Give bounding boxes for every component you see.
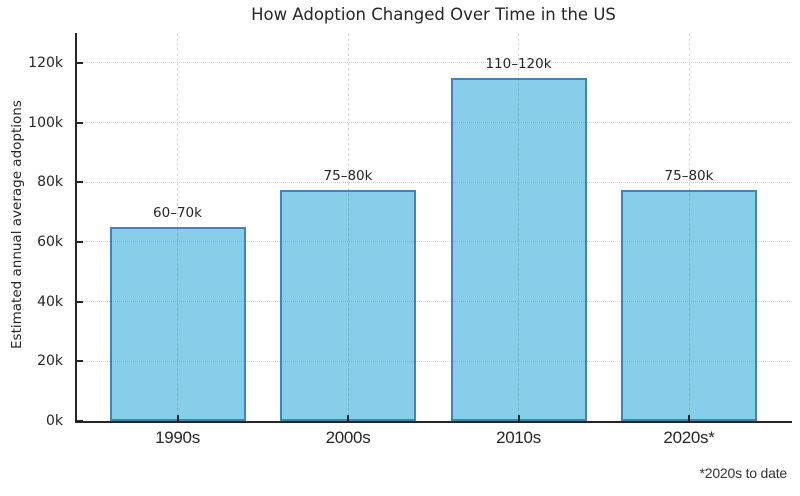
x-tick-label: 2010s <box>496 428 541 447</box>
chart-title: How Adoption Changed Over Time in the US <box>251 5 616 24</box>
y-tick-label: 0k <box>45 413 63 429</box>
y-tick-label: 40k <box>37 293 63 310</box>
x-tick-mark <box>176 415 179 421</box>
x-tick-mark <box>688 415 690 421</box>
plot-area: 0k 20k 40k 60k 80k 100k 120k 60–70k 1990s 75–80k 2… <box>28 33 792 447</box>
y-tick-label: 60k <box>37 233 63 250</box>
x-tick-mark <box>517 415 520 421</box>
bar <box>109 227 246 421</box>
y-tick-mark <box>77 121 83 124</box>
y-tick-label: 80k <box>37 174 63 191</box>
y-tick-mark <box>77 300 83 303</box>
h-gridline <box>77 122 792 124</box>
y-tick-mark <box>77 61 83 64</box>
bar <box>280 189 416 421</box>
v-gridline <box>518 33 519 421</box>
v-gridline <box>688 33 690 421</box>
footnote: *2020s to date <box>699 465 788 481</box>
y-axis-label: Estimated annual average adoptions <box>9 100 25 349</box>
h-gridline <box>77 181 792 183</box>
bar-value-label: 75–80k <box>664 167 714 184</box>
x-tick-label: 1990s <box>155 428 200 447</box>
y-tick-label: 100k <box>28 114 63 131</box>
y-tick-mark <box>77 240 83 243</box>
h-gridline <box>77 62 792 64</box>
y-tick-label: 20k <box>37 353 63 370</box>
h-gridline <box>77 360 792 362</box>
bar <box>621 189 757 421</box>
h-gridline <box>77 301 792 303</box>
y-tick-mark <box>77 360 83 363</box>
h-gridline <box>77 241 792 243</box>
x-tick-label: 2020s* <box>663 428 715 447</box>
y-tick-label: 120k <box>28 54 63 71</box>
v-gridline <box>347 33 349 421</box>
v-gridline <box>177 33 178 421</box>
bar-value-label: 60–70k <box>153 205 202 221</box>
y-tick-mark <box>77 181 83 184</box>
bar-value-label: 110–120k <box>485 55 552 72</box>
y-tick-mark <box>77 420 83 422</box>
bar-value-label: 75–80k <box>323 167 373 184</box>
bar <box>450 77 587 421</box>
x-tick-label: 2000s <box>325 428 371 447</box>
x-tick-mark <box>347 415 349 421</box>
